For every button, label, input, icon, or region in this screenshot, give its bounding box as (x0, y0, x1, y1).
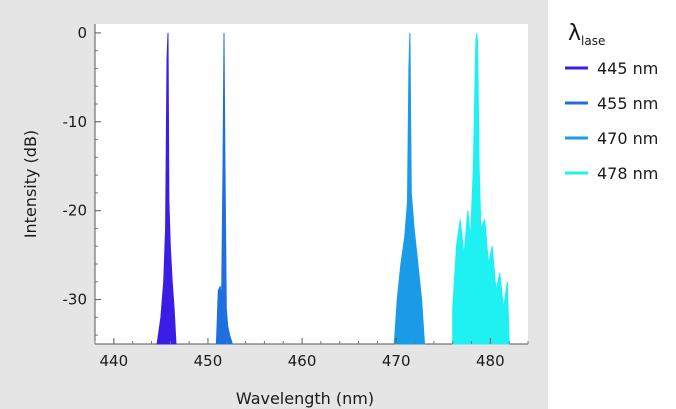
y-tick-label: -10 (63, 113, 88, 131)
series-1-line (156, 32, 177, 345)
x-tick-label: 460 (288, 352, 317, 370)
x-tick-label: 440 (100, 352, 129, 370)
series-4-line (452, 32, 510, 345)
x-tick-label: 470 (382, 352, 411, 370)
ticks-layer: 440 450 460 470 480 0 -10 -20 -30 (63, 24, 529, 370)
legend-label: 455 nm (597, 94, 658, 113)
x-tick-label: 450 (194, 352, 223, 370)
legend-label: 478 nm (597, 164, 658, 183)
series-2-line (215, 32, 234, 345)
x-axis-title: Wavelength (nm) (236, 389, 374, 408)
y-tick-label: -20 (63, 202, 88, 220)
series-layer (156, 32, 510, 345)
legend-label: 470 nm (597, 129, 658, 148)
legend-title: λlase (568, 21, 605, 48)
legend-label: 445 nm (597, 59, 658, 78)
y-axis-title: Intensity (dB) (21, 130, 40, 238)
y-tick-label: -30 (63, 291, 88, 309)
x-tick-label: 480 (476, 352, 505, 370)
legend: 445 nm 455 nm 470 nm 478 nm (565, 59, 658, 183)
series-3-line (393, 32, 426, 345)
y-tick-label: 0 (77, 24, 87, 42)
legend-background (548, 8, 676, 190)
